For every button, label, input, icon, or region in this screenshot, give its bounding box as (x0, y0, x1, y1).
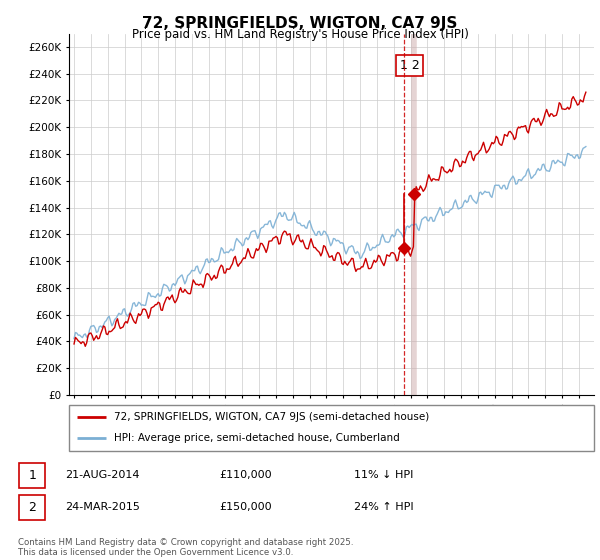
Text: 11% ↓ HPI: 11% ↓ HPI (354, 470, 413, 480)
Text: £150,000: £150,000 (219, 502, 272, 512)
Text: Price paid vs. HM Land Registry's House Price Index (HPI): Price paid vs. HM Land Registry's House … (131, 28, 469, 41)
Text: £110,000: £110,000 (219, 470, 272, 480)
FancyBboxPatch shape (69, 405, 594, 451)
Text: HPI: Average price, semi-detached house, Cumberland: HPI: Average price, semi-detached house,… (113, 433, 400, 444)
Text: 24-MAR-2015: 24-MAR-2015 (65, 502, 140, 512)
Text: 1 2: 1 2 (400, 59, 419, 72)
Text: 21-AUG-2014: 21-AUG-2014 (65, 470, 139, 480)
Text: 24% ↑ HPI: 24% ↑ HPI (354, 502, 413, 512)
FancyBboxPatch shape (19, 495, 46, 520)
Text: 1: 1 (28, 469, 37, 482)
Text: Contains HM Land Registry data © Crown copyright and database right 2025.
This d: Contains HM Land Registry data © Crown c… (18, 538, 353, 557)
Text: 2: 2 (28, 501, 37, 514)
FancyBboxPatch shape (19, 463, 46, 488)
Text: 72, SPRINGFIELDS, WIGTON, CA7 9JS (semi-detached house): 72, SPRINGFIELDS, WIGTON, CA7 9JS (semi-… (113, 412, 429, 422)
Text: 72, SPRINGFIELDS, WIGTON, CA7 9JS: 72, SPRINGFIELDS, WIGTON, CA7 9JS (142, 16, 458, 31)
